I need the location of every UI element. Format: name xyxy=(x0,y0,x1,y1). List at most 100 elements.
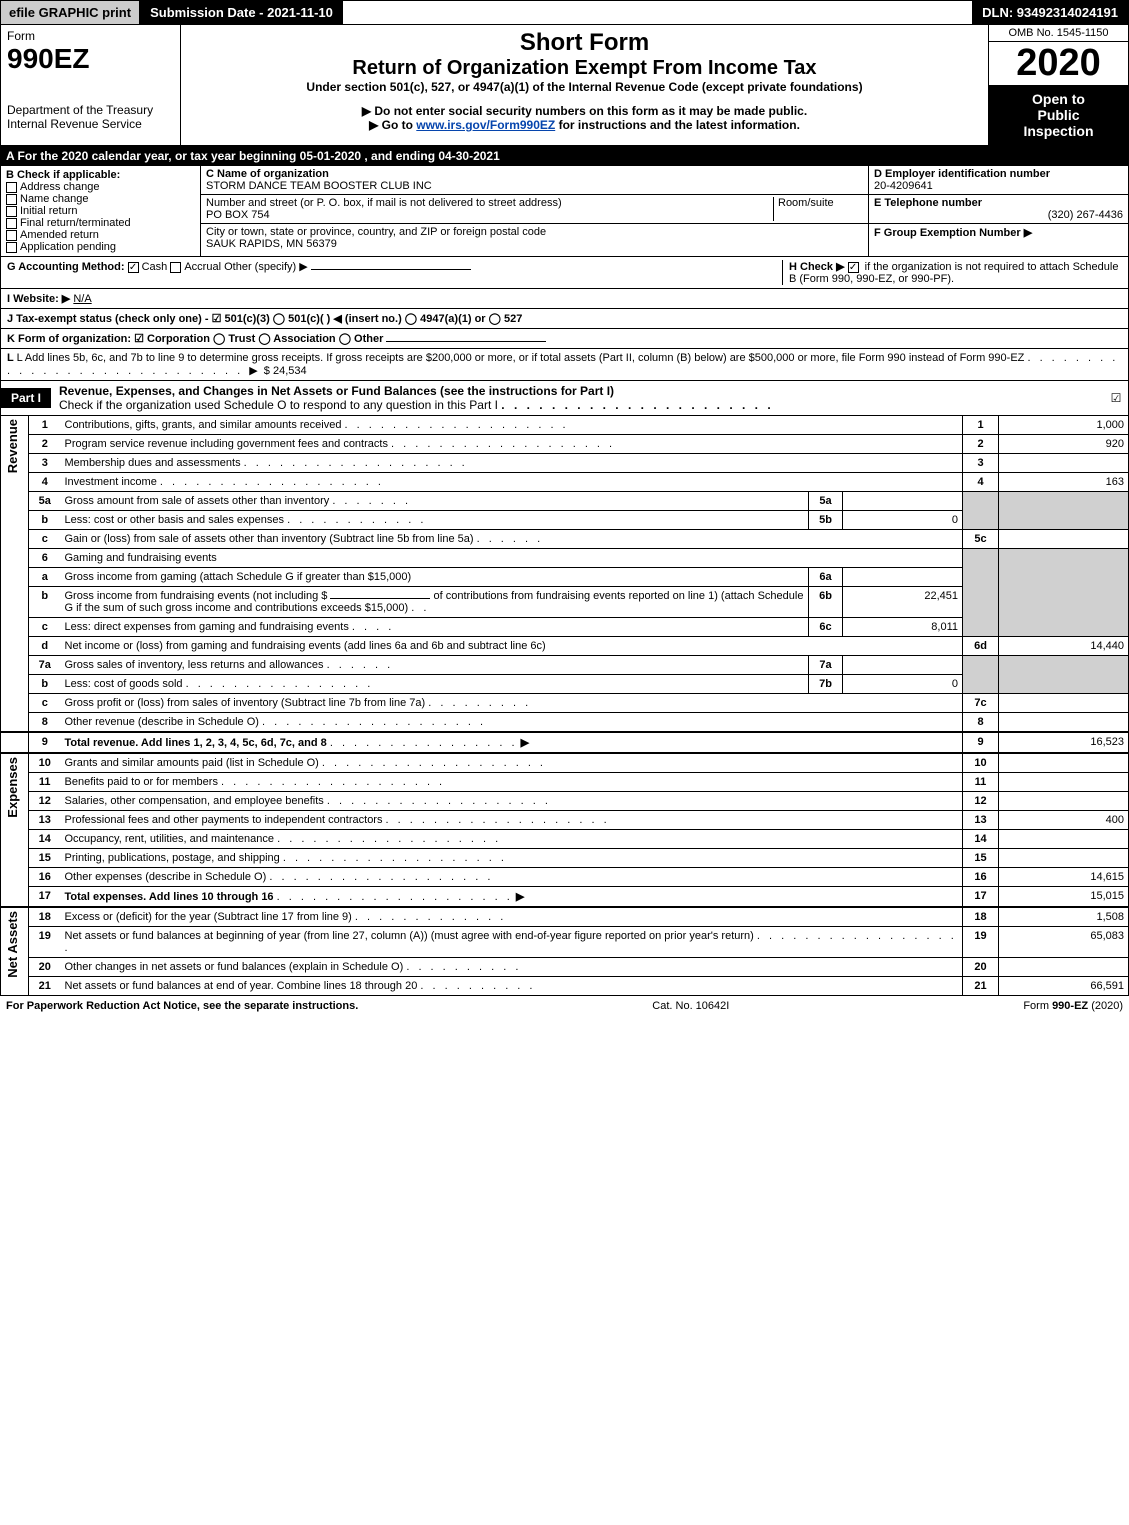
title-return-exempt: Return of Organization Exempt From Incom… xyxy=(189,57,980,80)
line-9-num: 9 xyxy=(29,732,61,753)
part-i-tab: Part I xyxy=(1,388,51,408)
line-14-ref: 14 xyxy=(963,830,999,849)
side-net-assets: Net Assets xyxy=(5,911,20,978)
line-13-ref: 13 xyxy=(963,811,999,830)
line-14-val xyxy=(999,830,1129,849)
row-i: I Website: ▶ N/A xyxy=(0,289,1129,309)
line-10-desc: Grants and similar amounts paid (list in… xyxy=(65,757,319,769)
chk-application-pending[interactable] xyxy=(6,242,17,253)
chk-accrual[interactable] xyxy=(170,262,181,273)
line-4-ref: 4 xyxy=(963,473,999,492)
line-7a-inval xyxy=(843,656,963,675)
form-of-org: K Form of organization: ☑ Corporation ◯ … xyxy=(7,333,383,345)
website-value: N/A xyxy=(73,293,91,305)
ein-value: 20-4209641 xyxy=(874,180,933,192)
subtitle-section: Under section 501(c), 527, or 4947(a)(1)… xyxy=(189,80,980,94)
line-7c-ref: 7c xyxy=(963,694,999,713)
box-b-title: B Check if applicable: xyxy=(6,169,195,181)
line-1-desc: Contributions, gifts, grants, and simila… xyxy=(65,419,342,431)
chk-cash[interactable] xyxy=(128,262,139,273)
side-revenue: Revenue xyxy=(5,419,20,473)
line-6d-val: 14,440 xyxy=(999,637,1129,656)
chk-initial-return[interactable] xyxy=(6,206,17,217)
title-short-form: Short Form xyxy=(189,29,980,57)
line-1-ref: 1 xyxy=(963,416,999,435)
line-17-desc: Total expenses. Add lines 10 through 16 xyxy=(65,891,274,903)
gross-receipts-value: $ 24,534 xyxy=(264,365,307,377)
line-18-val: 1,508 xyxy=(999,907,1129,927)
tax-year: 2020 xyxy=(989,42,1128,85)
dept-treasury: Department of the Treasury xyxy=(7,103,174,117)
chk-h[interactable] xyxy=(848,262,859,273)
info-grid: B Check if applicable: Address change Na… xyxy=(0,166,1129,257)
box-d-label: D Employer identification number xyxy=(874,168,1050,180)
line-6c-num: c xyxy=(29,618,61,637)
line-7c-desc: Gross profit or (loss) from sales of inv… xyxy=(65,697,426,709)
line-4-num: 4 xyxy=(29,473,61,492)
line-7b-desc: Less: cost of goods sold xyxy=(65,678,183,690)
form-label: Form xyxy=(7,29,174,43)
line-21-val: 66,591 xyxy=(999,977,1129,996)
line-8-ref: 8 xyxy=(963,713,999,733)
line-7c-val xyxy=(999,694,1129,713)
line-13-val: 400 xyxy=(999,811,1129,830)
line-7a-num: 7a xyxy=(29,656,61,675)
omb-number: OMB No. 1545-1150 xyxy=(989,25,1128,42)
line-3-ref: 3 xyxy=(963,454,999,473)
line-5c-ref: 5c xyxy=(963,530,999,549)
part-i-title: Revenue, Expenses, and Changes in Net As… xyxy=(59,384,614,398)
line-18-ref: 18 xyxy=(963,907,999,927)
form-header: Form 990EZ Department of the Treasury In… xyxy=(0,25,1129,146)
line-13-desc: Professional fees and other payments to … xyxy=(65,814,383,826)
line-6c-desc: Less: direct expenses from gaming and fu… xyxy=(65,621,349,633)
line-11-ref: 11 xyxy=(963,773,999,792)
warning-ssn: ▶ Do not enter social security numbers o… xyxy=(189,104,980,118)
chk-name-change[interactable] xyxy=(6,194,17,205)
line-12-ref: 12 xyxy=(963,792,999,811)
line-9-val: 16,523 xyxy=(999,732,1129,753)
line-19-num: 19 xyxy=(29,927,61,958)
line-18-num: 18 xyxy=(29,907,61,927)
line-10-val xyxy=(999,753,1129,773)
line-6-desc: Gaming and fundraising events xyxy=(61,549,963,568)
box-f-arrow: ▶ xyxy=(1024,227,1032,239)
phone-value: (320) 267-4436 xyxy=(874,209,1123,221)
box-f-label: F Group Exemption Number xyxy=(874,227,1021,239)
line-3-num: 3 xyxy=(29,454,61,473)
line-7c-num: c xyxy=(29,694,61,713)
irs-link[interactable]: www.irs.gov/Form990EZ xyxy=(416,118,555,132)
line-1-val: 1,000 xyxy=(999,416,1129,435)
line-3-val xyxy=(999,454,1129,473)
chk-final-return[interactable] xyxy=(6,218,17,229)
line-5b-desc: Less: cost or other basis and sales expe… xyxy=(65,514,285,526)
line-19-desc: Net assets or fund balances at beginning… xyxy=(65,930,754,942)
submission-date-label: Submission Date - 2021-11-10 xyxy=(140,1,343,24)
line-9-ref: 9 xyxy=(963,732,999,753)
line-7b-innum: 7b xyxy=(809,675,843,694)
part-i-checkbox[interactable]: ☑ xyxy=(1104,391,1128,405)
line-17-val: 15,015 xyxy=(999,887,1129,908)
line-5b-num: b xyxy=(29,511,61,530)
efile-print-button[interactable]: efile GRAPHIC print xyxy=(1,1,140,24)
line-21-num: 21 xyxy=(29,977,61,996)
line-2-desc: Program service revenue including govern… xyxy=(65,438,388,450)
line-19-val: 65,083 xyxy=(999,927,1129,958)
line-20-ref: 20 xyxy=(963,958,999,977)
line-2-num: 2 xyxy=(29,435,61,454)
row-k: K Form of organization: ☑ Corporation ◯ … xyxy=(0,329,1129,349)
line-16-desc: Other expenses (describe in Schedule O) xyxy=(65,871,267,883)
open-to-public: Open to Public Inspection xyxy=(989,85,1128,145)
line-6a-num: a xyxy=(29,568,61,587)
line-8-num: 8 xyxy=(29,713,61,733)
line-6a-inval xyxy=(843,568,963,587)
line-6d-ref: 6d xyxy=(963,637,999,656)
line-10-num: 10 xyxy=(29,753,61,773)
line-6b-desc1: Gross income from fundraising events (no… xyxy=(65,590,328,602)
line-12-desc: Salaries, other compensation, and employ… xyxy=(65,795,324,807)
line-6a-desc: Gross income from gaming (attach Schedul… xyxy=(61,568,809,587)
form-number: 990EZ xyxy=(7,43,174,75)
line-5a-inval xyxy=(843,492,963,511)
chk-amended-return[interactable] xyxy=(6,230,17,241)
chk-address-change[interactable] xyxy=(6,182,17,193)
org-name: STORM DANCE TEAM BOOSTER CLUB INC xyxy=(206,180,432,192)
